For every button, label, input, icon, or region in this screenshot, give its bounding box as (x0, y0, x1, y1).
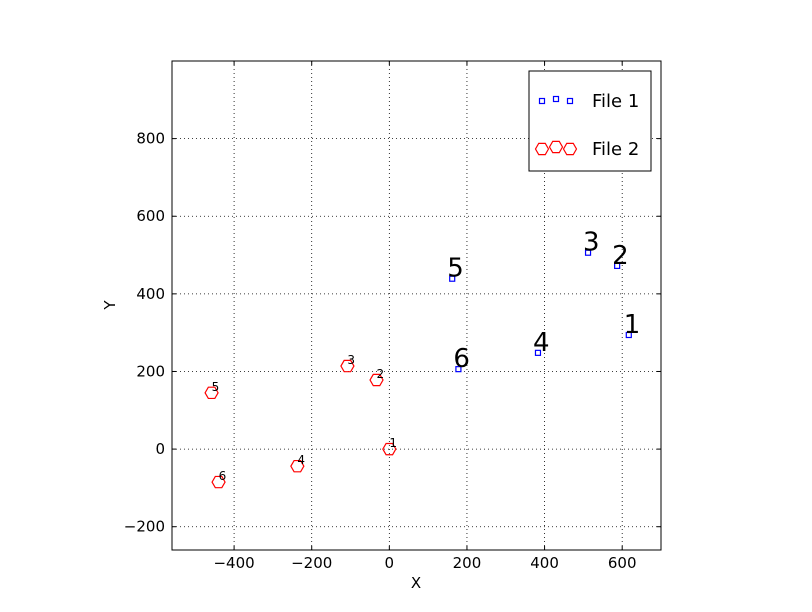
legend-marker (548, 140, 564, 154)
legend-marker (552, 95, 560, 103)
point-label: 1 (389, 436, 397, 450)
x-tick-label: 400 (530, 554, 559, 572)
point-label: 5 (212, 380, 220, 394)
x-tick-label: −400 (213, 554, 254, 572)
legend-marker (562, 142, 578, 156)
y-tick-label: 800 (136, 130, 165, 148)
point-label: 6 (219, 469, 227, 483)
x-tick-label: 0 (385, 554, 395, 572)
point (584, 249, 592, 256)
y-tick-label: 200 (136, 362, 165, 380)
x-tick-label: 200 (453, 554, 482, 572)
point-label: 4 (297, 453, 305, 467)
point (614, 262, 621, 270)
plot-frame (171, 60, 662, 551)
y-tick-label: 0 (155, 440, 165, 458)
x-tick-label: −200 (291, 554, 332, 572)
point-label: 6 (453, 344, 470, 374)
point (534, 349, 542, 356)
legend-label: File 1 (592, 91, 639, 112)
y-tick-label: −200 (124, 518, 165, 536)
point (455, 366, 462, 373)
y-tick-label: 400 (136, 285, 165, 303)
x-tick-label: 600 (608, 554, 637, 572)
point (625, 331, 632, 339)
point (449, 275, 456, 282)
point (211, 475, 226, 489)
legend-box (528, 70, 652, 172)
point-label: 2 (377, 367, 385, 381)
y-tick-label: 600 (136, 207, 165, 225)
point-label: 4 (533, 328, 550, 358)
x-axis-label: X (411, 574, 421, 592)
point (204, 386, 219, 400)
point-label: 1 (624, 310, 641, 340)
point (340, 359, 355, 373)
point-label: 5 (447, 254, 464, 284)
point-label: 2 (612, 241, 629, 271)
point (382, 442, 397, 456)
legend-marker (566, 97, 574, 105)
point (290, 459, 305, 473)
legend-marker (534, 142, 550, 156)
legend-marker (538, 97, 546, 105)
y-axis-label: Y (101, 300, 119, 311)
point-label: 3 (583, 228, 600, 258)
point (369, 373, 384, 387)
point-label: 3 (347, 353, 355, 367)
legend-label: File 2 (592, 139, 639, 160)
